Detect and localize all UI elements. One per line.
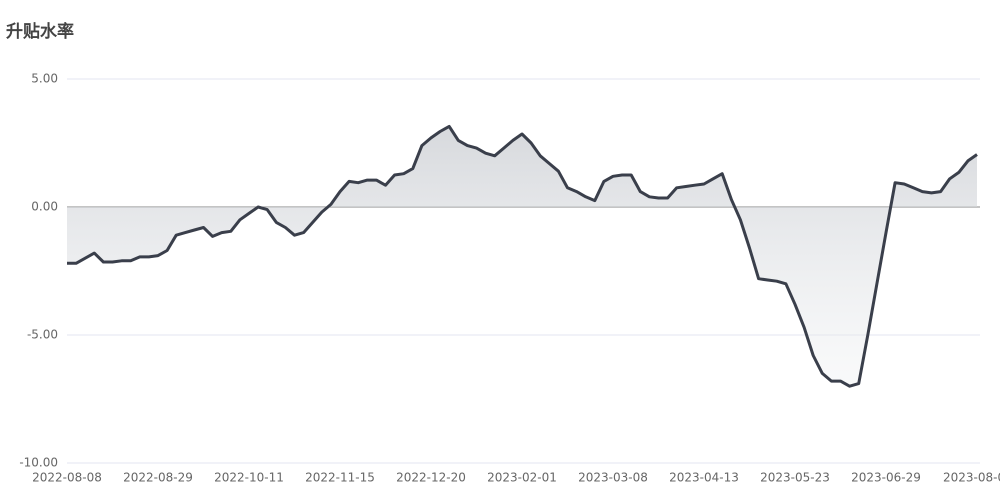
x-tick-label: 2022-12-20 [396,471,466,485]
x-tick-label: 2022-11-15 [305,471,375,485]
x-tick-label: 2023-04-13 [669,471,739,485]
x-tick-label: 2023-06-29 [851,471,921,485]
y-tick-label: 5.00 [31,72,58,86]
y-tick-label: 0.00 [31,200,58,214]
area [67,126,977,387]
x-tick-label: 2022-10-11 [214,471,284,485]
chart-title: 升贴水率 [6,21,74,42]
y-tick-label: -10.00 [19,456,58,470]
x-tick-label: 2023-02-01 [487,471,557,485]
x-tick-label: 2023-03-08 [578,471,648,485]
x-tick-label: 2022-08-29 [123,471,193,485]
x-tick-label: 2023-08-0 [943,471,1000,485]
x-tick-label: 2022-08-08 [32,471,102,485]
y-tick-label: -5.00 [27,328,58,342]
line [67,124,978,388]
x-tick-label: 2023-05-23 [760,471,830,485]
